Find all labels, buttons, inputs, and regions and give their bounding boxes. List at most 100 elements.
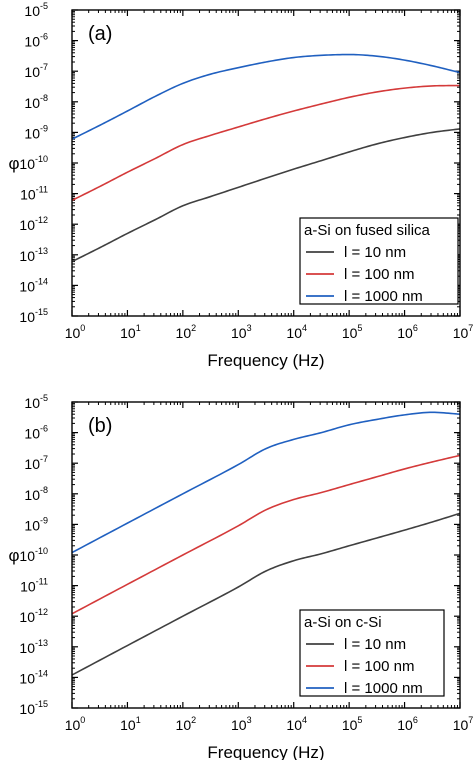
y-tick-label-base: 10 — [19, 609, 35, 625]
legend-entry-label: l = 100 nm — [344, 266, 414, 283]
y-tick-label-exponent: -11 — [36, 577, 48, 587]
y-tick-label: 10-7 — [24, 454, 48, 472]
y-tick-label: 10-5 — [24, 393, 48, 411]
legend-entry-label: l = 10 nm — [344, 636, 406, 653]
x-tick-label-exponent: 4 — [302, 715, 307, 725]
y-tick-label-base: 10 — [19, 217, 35, 233]
series-line-100nm — [72, 84, 460, 202]
y-tick-label-exponent: -10 — [35, 546, 48, 556]
y-tick-label-exponent: -7 — [40, 454, 48, 464]
x-tick-label-exponent: 0 — [80, 715, 85, 725]
series-line-1000nm — [72, 411, 460, 554]
y-tick-label-base: 10 — [24, 517, 40, 533]
y-tick-label: 10-14 — [19, 276, 48, 294]
x-tick-label: 107 — [453, 715, 474, 733]
legend: a-Si on fused silica l = 10 nm l = 100 nm l… — [299, 217, 459, 305]
y-axis-label: φ — [8, 154, 19, 173]
x-axis-label: Frequency (Hz) — [207, 351, 324, 370]
x-tick-label-base: 10 — [397, 717, 413, 733]
y-tick-label: 10-6 — [24, 424, 48, 442]
x-tick-label-base: 10 — [286, 717, 302, 733]
x-tick-label: 101 — [120, 715, 141, 733]
x-tick-label-base: 10 — [453, 717, 469, 733]
x-tick-label-exponent: 6 — [413, 323, 418, 333]
y-tick-label-exponent: -5 — [40, 1, 48, 11]
chart-panel-b: 100 101 102 103 104 105 106 10710-1510-1410-131… — [8, 393, 473, 760]
y-tick-label-base: 10 — [20, 187, 36, 203]
y-tick-label: 10-11 — [20, 577, 48, 595]
y-tick-label: 10-13 — [19, 246, 48, 264]
x-tick-label: 102 — [176, 323, 197, 341]
x-tick-label-base: 10 — [342, 717, 358, 733]
y-tick-label: 10-14 — [19, 668, 48, 686]
y-tick-label-base: 10 — [19, 309, 35, 325]
x-tick-label-base: 10 — [120, 325, 136, 341]
x-tick-label-base: 10 — [176, 325, 192, 341]
plot-frame — [71, 9, 461, 317]
y-tick-label-exponent: -8 — [40, 93, 48, 103]
series-line-10nm — [72, 512, 460, 676]
x-tick-label-exponent: 2 — [191, 323, 196, 333]
x-tick-label: 104 — [286, 323, 307, 341]
y-tick-label: 10-12 — [19, 607, 48, 625]
x-tick-label: 101 — [120, 323, 141, 341]
y-tick-label: 10-10 — [19, 546, 48, 564]
y-tick-label-base: 10 — [24, 395, 40, 411]
x-tick-label-base: 10 — [342, 325, 358, 341]
x-tick-label: 103 — [231, 323, 252, 341]
y-tick-label: 10-13 — [19, 638, 48, 656]
y-tick-label-base: 10 — [19, 548, 35, 564]
x-tick-label-base: 10 — [397, 325, 413, 341]
x-tick-label: 105 — [342, 715, 363, 733]
legend-entry-label: l = 100 nm — [344, 658, 414, 675]
y-tick-label: 10-12 — [19, 215, 48, 233]
y-tick-label-base: 10 — [19, 701, 35, 717]
y-tick-label-base: 10 — [20, 579, 36, 595]
y-tick-label-base: 10 — [19, 248, 35, 264]
x-tick-label-base: 10 — [65, 717, 81, 733]
x-tick-label-exponent: 3 — [247, 323, 252, 333]
x-tick-label: 105 — [342, 323, 363, 341]
x-tick-label: 100 — [65, 715, 86, 733]
y-tick-label-exponent: -12 — [35, 607, 48, 617]
x-tick-label-exponent: 5 — [357, 323, 362, 333]
y-tick-label-base: 10 — [19, 640, 35, 656]
legend-entry-label: l = 1000 nm — [344, 680, 423, 697]
x-tick-label-exponent: 1 — [136, 323, 141, 333]
series-line-10nm — [72, 128, 460, 263]
x-tick-label: 102 — [176, 715, 197, 733]
x-tick-label-exponent: 7 — [468, 323, 473, 333]
y-tick-label: 10-8 — [24, 93, 48, 111]
y-tick-label-exponent: -8 — [40, 485, 48, 495]
x-tick-label-base: 10 — [453, 325, 469, 341]
y-tick-label: 10-10 — [19, 154, 48, 172]
y-tick-label-base: 10 — [24, 34, 40, 50]
y-tick-label-exponent: -15 — [35, 699, 48, 709]
x-tick-label-exponent: 0 — [80, 323, 85, 333]
y-tick-label: 10-11 — [20, 185, 48, 203]
x-tick-label-exponent: 3 — [247, 715, 252, 725]
y-tick-label-base: 10 — [19, 278, 35, 294]
legend-box — [299, 609, 445, 697]
x-tick-label-base: 10 — [231, 717, 247, 733]
y-tick-label: 10-6 — [24, 32, 48, 50]
y-tick-label: 10-9 — [24, 123, 48, 141]
x-tick-label: 106 — [397, 715, 418, 733]
y-tick-label-base: 10 — [24, 487, 40, 503]
legend-title: a-Si on fused silica — [304, 222, 431, 239]
y-tick-label-base: 10 — [24, 426, 40, 442]
y-tick-label-base: 10 — [24, 456, 40, 472]
y-tick-label-exponent: -13 — [35, 246, 48, 256]
x-tick-label-exponent: 6 — [413, 715, 418, 725]
series-line-1000nm — [72, 53, 460, 140]
y-tick-label: 10-5 — [24, 1, 48, 19]
x-tick-label: 106 — [397, 323, 418, 341]
x-tick-label: 100 — [65, 323, 86, 341]
y-tick-label: 10-9 — [24, 515, 48, 533]
plot-frame — [71, 401, 461, 709]
legend-entry-label: l = 10 nm — [344, 244, 406, 261]
y-tick-label-exponent: -15 — [35, 307, 48, 317]
y-tick-label-exponent: -9 — [40, 515, 48, 525]
x-tick-label-base: 10 — [65, 325, 81, 341]
